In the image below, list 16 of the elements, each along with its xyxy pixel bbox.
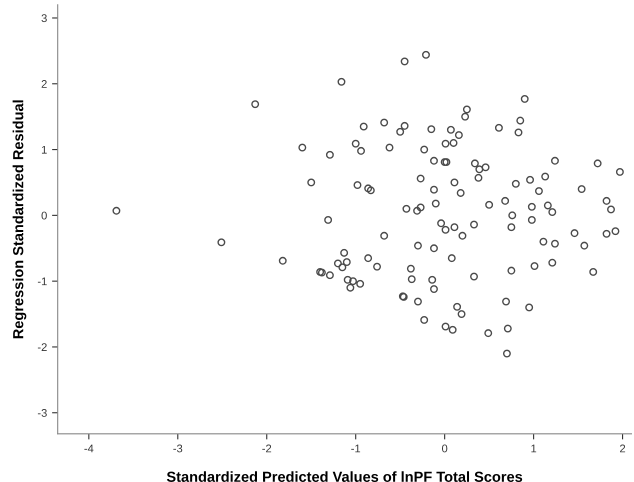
y-tick-label: 3 (42, 14, 47, 22)
y-tick-label: 2 (42, 80, 47, 88)
y-tick-label: -1 (38, 278, 47, 286)
y-tick-label: 1 (42, 146, 47, 154)
x-tick-label: 2 (620, 444, 626, 452)
x-axis-title: Standardized Predicted Values of lnPF Total Scores (166, 471, 522, 482)
x-tick-label: 1 (531, 444, 536, 452)
x-tick-label: 0 (442, 444, 448, 452)
x-tick-label: -1 (351, 444, 360, 452)
x-tick-label: -3 (173, 444, 182, 452)
y-tick-label: -2 (38, 343, 47, 351)
x-tick-label: -4 (84, 444, 94, 452)
y-axis-title: Regression Standardized Residual (12, 100, 26, 338)
y-tick-label: 0 (42, 212, 47, 220)
y-tick-label: -3 (38, 409, 47, 417)
x-tick-label: -2 (262, 444, 272, 452)
